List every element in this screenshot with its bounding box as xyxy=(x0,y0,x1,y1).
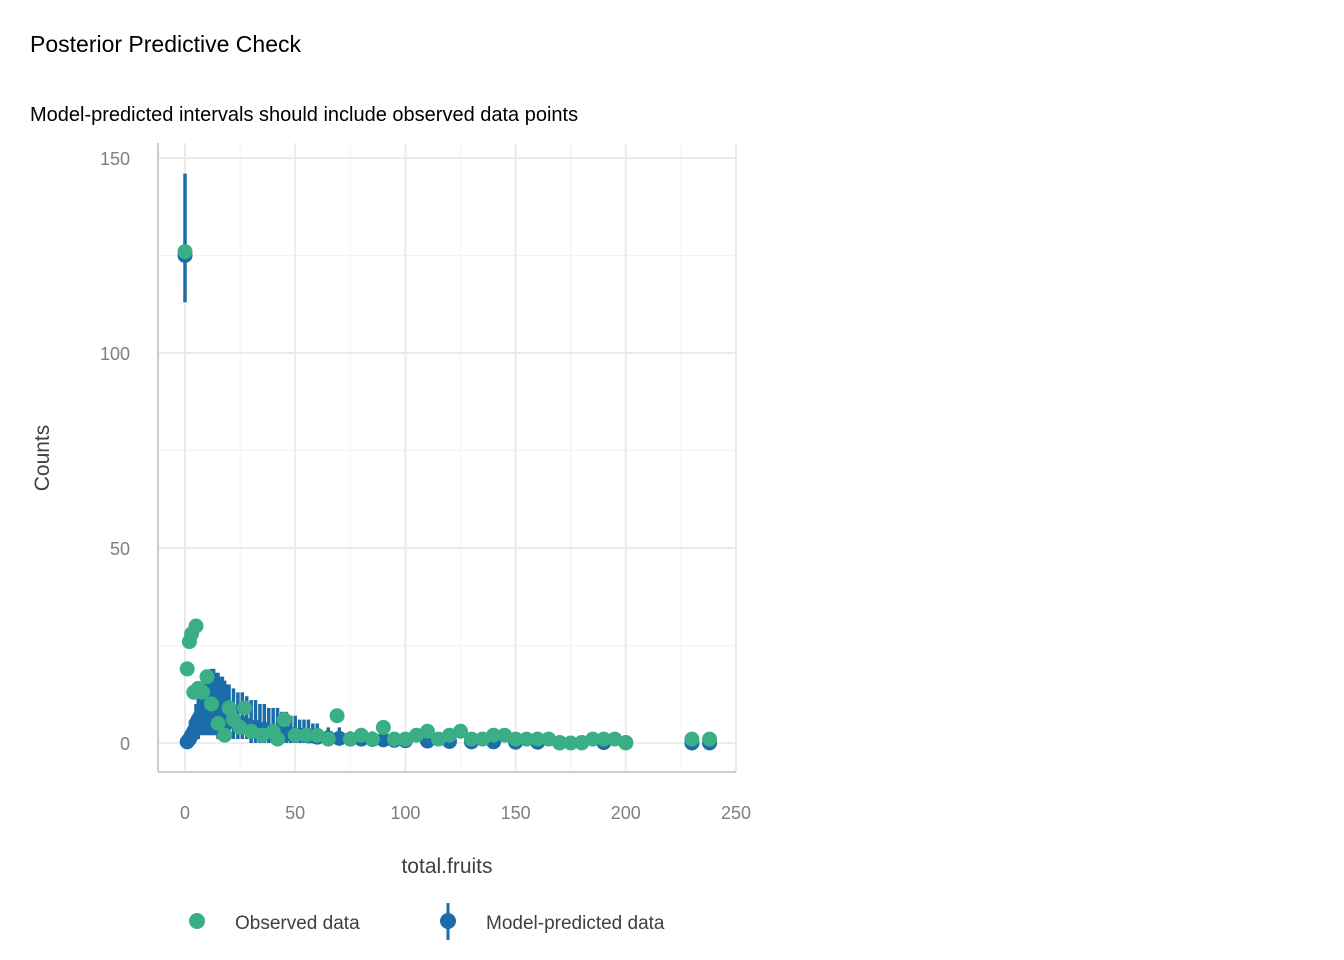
observed-point xyxy=(486,727,502,743)
observed-point xyxy=(195,684,211,700)
observed-point xyxy=(552,735,568,751)
observed-point xyxy=(188,618,204,634)
observed-point xyxy=(179,661,195,677)
observed-point xyxy=(298,727,314,743)
legend-predicted-icon xyxy=(440,913,456,929)
observed-point xyxy=(217,727,233,743)
observed-point xyxy=(364,731,380,747)
observed-point xyxy=(177,244,193,260)
y-tick-label: 100 xyxy=(100,344,130,364)
observed-point xyxy=(464,731,480,747)
x-tick-label: 0 xyxy=(180,803,190,823)
observed-point xyxy=(585,731,601,747)
observed-point xyxy=(508,731,524,747)
observed-series xyxy=(177,244,718,751)
y-axis-label: Counts xyxy=(31,425,54,492)
x-axis-label: total.fruits xyxy=(401,855,492,878)
x-tick-label: 50 xyxy=(285,803,305,823)
observed-point xyxy=(287,727,303,743)
legend: Observed data Model-predicted data xyxy=(189,903,665,940)
observed-point xyxy=(203,696,219,712)
y-tick-label: 50 xyxy=(110,539,130,559)
observed-point xyxy=(684,731,700,747)
tick-labels: 0 50 100 150 200 250 0 50 100 150 xyxy=(100,149,751,823)
observed-point xyxy=(386,731,402,747)
observed-point xyxy=(276,712,292,728)
observed-point xyxy=(199,669,215,685)
chart-subtitle: Model-predicted intervals should include… xyxy=(30,104,578,126)
legend-observed-label: Observed data xyxy=(235,913,360,934)
observed-point xyxy=(210,716,226,731)
legend-observed-icon xyxy=(189,913,205,929)
y-tick-label: 150 xyxy=(100,149,130,169)
predicted-series xyxy=(177,173,718,751)
y-tick-label: 0 xyxy=(120,734,130,754)
observed-point xyxy=(618,735,634,751)
grid xyxy=(158,143,737,772)
x-tick-label: 250 xyxy=(721,803,751,823)
observed-point xyxy=(702,731,718,747)
x-tick-label: 200 xyxy=(611,803,641,823)
observed-point xyxy=(375,719,391,735)
observed-point xyxy=(530,731,546,747)
legend-predicted-label: Model-predicted data xyxy=(486,913,665,934)
observed-point xyxy=(320,731,336,747)
axes xyxy=(157,143,736,773)
observed-point xyxy=(453,723,468,739)
observed-point xyxy=(563,735,579,751)
x-tick-label: 150 xyxy=(501,803,531,823)
observed-point xyxy=(237,700,253,716)
observed-point xyxy=(596,731,612,747)
x-tick-label: 100 xyxy=(390,803,420,823)
observed-point xyxy=(419,723,435,739)
observed-point xyxy=(329,708,345,724)
predicted-point xyxy=(331,730,347,746)
predicted-point xyxy=(375,732,391,748)
observed-point xyxy=(519,731,535,747)
observed-point xyxy=(221,700,237,716)
observed-point xyxy=(270,731,286,747)
chart-title: Posterior Predictive Check xyxy=(30,31,301,57)
